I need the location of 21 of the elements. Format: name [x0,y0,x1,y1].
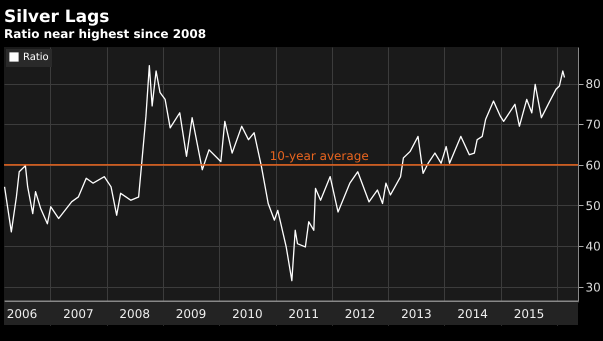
legend-label: Ratio [23,52,49,63]
x-tick-label: 2009 [176,307,206,321]
x-tick-label: 2013 [401,307,432,321]
x-tick-label: 2007 [63,307,94,321]
x-tick-label: 2010 [232,307,263,321]
y-tick-label: 50 [586,198,601,213]
ref-line-label: 10-year average [270,148,369,163]
y-tick-label: 60 [586,158,601,172]
y-tick-label: 30 [586,280,601,294]
chart-title: Silver Lags [4,7,110,27]
x-tick-label: 2011 [288,307,319,321]
y-tick-label: 70 [586,118,601,132]
x-tick-label: 2014 [457,307,488,321]
chart-subtitle: Ratio near highest since 2008 [4,27,206,41]
line-series [4,65,566,282]
x-tick-label: 2012 [344,307,376,321]
x-tick-label: 2015 [514,307,544,321]
y-tick-label: 40 [586,240,601,254]
x-tick-label: 2006 [6,307,38,321]
x-tick-label: 2008 [119,307,150,321]
y-tick-label: 80 [586,77,601,92]
